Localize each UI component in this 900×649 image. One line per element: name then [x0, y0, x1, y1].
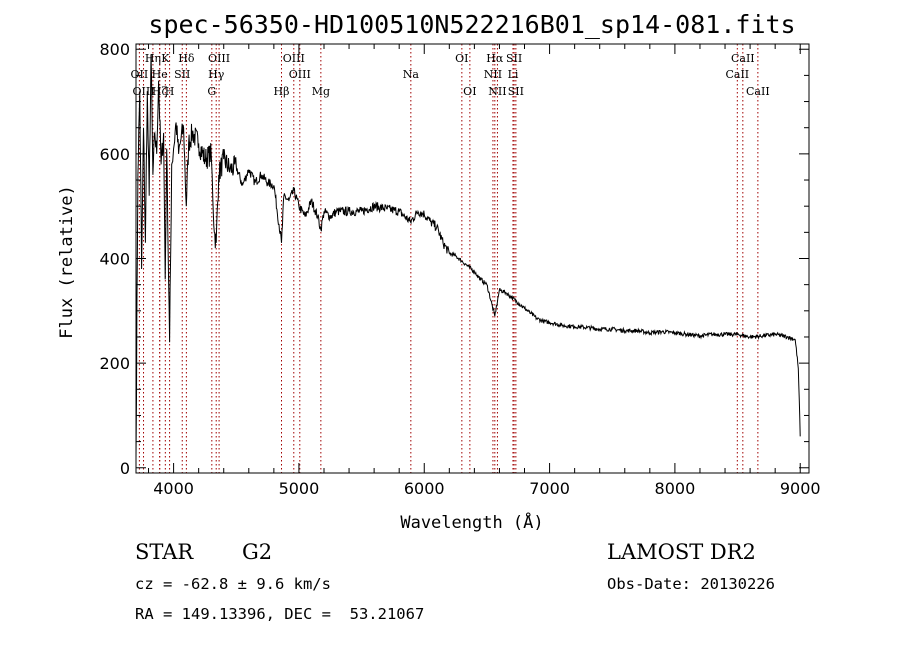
line-label-12: Hβ	[274, 85, 290, 98]
x-tick-label-5000: 5000	[279, 479, 320, 498]
line-label-9: OIII	[208, 52, 230, 65]
spectral-line-markers	[138, 44, 759, 473]
line-label-4: K	[161, 52, 170, 65]
line-label-13: OIII	[283, 52, 305, 65]
line-label-25: CaII	[731, 52, 755, 65]
y-axis-label: Flux (relative)	[57, 185, 77, 339]
line-label-16: Na	[403, 68, 420, 81]
survey-name: LAMOST DR2	[607, 540, 756, 564]
y-tick-label-0: 0	[120, 459, 130, 478]
line-label-14: OIII	[289, 68, 311, 81]
line-label-20: NII	[484, 68, 502, 81]
line-label-19: Hα	[486, 52, 504, 65]
line-label-21: NII	[488, 85, 506, 98]
line-label-7: SII	[174, 68, 190, 81]
y-tick-label-400: 400	[99, 250, 130, 269]
line-label-22: SII	[506, 52, 522, 65]
x-tick-label-7000: 7000	[529, 479, 570, 498]
x-tick-label-4000: 4000	[153, 479, 194, 498]
line-label-27: CaII	[746, 85, 770, 98]
x-tick-label-9000: 9000	[780, 479, 821, 498]
line-label-26: CaII	[725, 68, 749, 81]
y-tick-label-600: 600	[99, 145, 130, 164]
line-label-11: G	[207, 85, 216, 98]
y-tick-label-800: 800	[99, 40, 130, 59]
object-subclass: G2	[242, 540, 273, 564]
redshift-value: cz = -62.8 ± 9.6 km/s	[135, 575, 331, 593]
line-label-3: Hζ	[152, 85, 168, 98]
x-tick-label-8000: 8000	[655, 479, 696, 498]
line-label-15: Mg	[312, 85, 330, 98]
line-label-1: OII	[131, 68, 149, 81]
y-axis: 0 200 400 600 800	[99, 40, 809, 478]
coordinates: RA = 149.13396, DEC = 53.21067	[135, 605, 425, 623]
line-label-6: H	[165, 85, 175, 98]
plot-frame	[135, 43, 810, 474]
line-label-0: Hη	[145, 52, 161, 65]
x-tick-label-6000: 6000	[404, 479, 445, 498]
chart-title: spec-56350-HD100510N522216B01_sp14-081.f…	[148, 10, 795, 39]
line-label-10: Hγ	[208, 68, 225, 81]
line-label-18: OI	[463, 85, 476, 98]
object-class: STAR	[135, 540, 194, 564]
y-tick-label-200: 200	[99, 354, 130, 373]
line-label-17: OI	[455, 52, 468, 65]
spectrum-line	[135, 54, 801, 458]
obs-date: Obs-Date: 20130226	[607, 575, 775, 593]
line-label-8: Hδ	[178, 52, 195, 65]
x-axis: 4000 5000 6000 7000 8000 9000	[148, 44, 821, 498]
line-label-23: Li	[508, 68, 519, 81]
line-label-24: SII	[508, 85, 524, 98]
line-label-2: OIII	[132, 85, 154, 98]
x-axis-label: Wavelength (Å)	[400, 511, 543, 533]
line-label-5: He	[152, 68, 168, 81]
